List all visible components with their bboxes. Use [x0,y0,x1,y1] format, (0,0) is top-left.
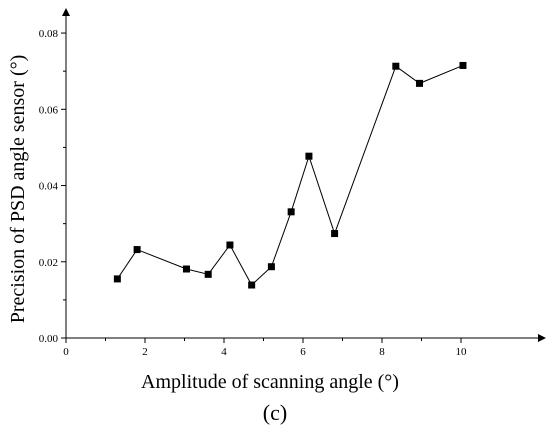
y-tick-label: 0.00 [39,333,59,345]
data-point [204,270,212,278]
data-point [331,230,339,238]
x-tick-label: 0 [63,346,69,358]
y-axis-title: Precision of PSD angle sensor (°) [7,55,29,324]
data-point [416,79,424,87]
data-point [305,152,313,160]
y-tick-label: 0.02 [39,257,58,269]
series-line [116,64,464,286]
series-group [113,61,467,289]
x-tick-label: 8 [379,346,385,358]
data-point [287,208,295,216]
data-point [182,265,190,273]
x-axis-title: Amplitude of scanning angle (°) [141,371,399,393]
x-tick-label: 4 [221,346,227,358]
data-point [459,61,467,69]
data-point [133,246,141,254]
data-point [226,241,234,249]
panel-label: (c) [263,400,287,425]
data-point [248,281,256,289]
x-axis-arrow [538,334,546,342]
data-point [267,263,275,271]
y-axis-arrow [62,8,70,16]
x-tick-label: 10 [456,346,468,358]
data-point [113,275,121,283]
data-point [392,62,400,70]
x-tick-label: 6 [300,346,306,358]
axes [62,8,546,342]
y-tick-label: 0.06 [39,104,59,116]
ticks: 0 2 4 6 8 10 0.00 0.02 0.04 0.06 0.08 [39,28,467,358]
x-tick-label: 2 [142,346,148,358]
y-tick-label: 0.04 [39,181,59,193]
y-tick-label: 0.08 [39,28,59,40]
